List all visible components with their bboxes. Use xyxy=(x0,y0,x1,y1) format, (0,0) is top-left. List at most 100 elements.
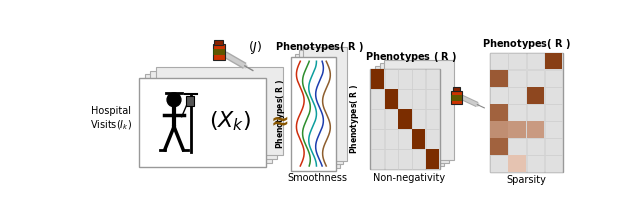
Bar xyxy=(399,69,412,89)
Circle shape xyxy=(167,93,181,107)
Bar xyxy=(385,69,397,89)
Bar xyxy=(399,109,412,129)
Bar xyxy=(451,90,462,104)
Bar xyxy=(380,63,449,163)
Bar xyxy=(375,66,444,166)
Bar xyxy=(545,138,563,155)
Bar xyxy=(426,129,439,149)
Bar xyxy=(527,121,544,138)
Bar xyxy=(527,104,544,121)
Bar xyxy=(545,104,563,121)
Bar xyxy=(412,69,426,89)
Bar xyxy=(508,70,526,87)
Bar xyxy=(508,121,526,138)
Bar xyxy=(490,138,508,155)
Bar xyxy=(371,149,384,169)
Bar xyxy=(385,149,397,169)
Bar xyxy=(490,70,508,87)
Bar xyxy=(490,121,508,138)
Bar xyxy=(508,121,526,138)
Bar xyxy=(399,109,412,129)
Bar xyxy=(490,121,508,138)
Bar xyxy=(385,129,397,149)
Bar xyxy=(412,89,426,109)
Text: $(J)$: $(J)$ xyxy=(248,39,262,56)
Bar xyxy=(490,155,508,172)
Bar xyxy=(545,87,563,104)
Bar xyxy=(508,53,526,69)
Bar xyxy=(399,129,412,149)
Bar xyxy=(490,53,563,172)
Bar xyxy=(371,129,384,149)
Bar xyxy=(508,155,526,172)
Text: Hospital
Visits($I_k$): Hospital Visits($I_k$) xyxy=(90,106,132,132)
Bar xyxy=(156,67,283,155)
Bar xyxy=(412,129,426,149)
Bar xyxy=(545,121,563,138)
Bar xyxy=(214,41,223,45)
Text: Phenotypes( $\mathbf{R}$ ): Phenotypes( $\mathbf{R}$ ) xyxy=(348,84,362,154)
Bar xyxy=(371,89,384,109)
Bar xyxy=(527,155,544,172)
Bar xyxy=(452,87,460,91)
Bar xyxy=(303,47,348,161)
Text: $(X_k)$: $(X_k)$ xyxy=(209,110,252,133)
Bar xyxy=(426,149,439,169)
Bar xyxy=(145,74,272,163)
Bar xyxy=(451,95,462,101)
Bar xyxy=(371,69,384,89)
Bar xyxy=(508,104,526,121)
Bar xyxy=(385,89,397,109)
Bar xyxy=(186,96,194,106)
Bar xyxy=(412,149,426,169)
Bar xyxy=(385,89,397,109)
Bar xyxy=(490,87,508,104)
Bar xyxy=(371,69,384,89)
Bar xyxy=(527,53,544,69)
Bar xyxy=(508,155,526,172)
Bar xyxy=(545,70,563,87)
Text: ≈: ≈ xyxy=(271,111,289,131)
Text: Phenotypes( $\mathbf{R}$ ): Phenotypes( $\mathbf{R}$ ) xyxy=(275,40,364,54)
Bar xyxy=(426,149,439,169)
Bar xyxy=(299,51,344,164)
Bar xyxy=(399,89,412,109)
Bar xyxy=(527,87,544,104)
Bar xyxy=(527,87,544,104)
Bar xyxy=(426,69,439,89)
Text: Non-negativity: Non-negativity xyxy=(372,173,445,183)
Bar xyxy=(508,138,526,155)
Bar xyxy=(140,78,266,167)
Bar xyxy=(371,69,440,169)
Bar xyxy=(212,49,225,55)
Bar xyxy=(490,104,508,121)
Bar xyxy=(291,57,336,171)
Bar xyxy=(527,70,544,87)
Bar xyxy=(490,138,508,155)
Text: Smoothness: Smoothness xyxy=(287,173,348,183)
Bar xyxy=(384,60,454,160)
Bar xyxy=(371,109,384,129)
Bar xyxy=(412,129,426,149)
Bar xyxy=(399,149,412,169)
Bar xyxy=(490,53,508,69)
Bar xyxy=(490,104,508,121)
Bar xyxy=(295,54,340,168)
Bar xyxy=(545,53,563,69)
Text: Sparsity: Sparsity xyxy=(506,175,546,185)
Bar xyxy=(385,109,397,129)
Bar xyxy=(508,87,526,104)
Bar xyxy=(527,138,544,155)
Bar xyxy=(426,89,439,109)
Bar xyxy=(212,44,225,60)
Text: Phenotypes( $\mathbf{R}$ ): Phenotypes( $\mathbf{R}$ ) xyxy=(274,79,287,149)
Bar xyxy=(527,121,544,138)
Bar xyxy=(545,155,563,172)
Bar xyxy=(490,70,508,87)
Bar xyxy=(412,109,426,129)
Text: Phenotypes ( $\mathbf{R}$ ): Phenotypes ( $\mathbf{R}$ ) xyxy=(365,50,458,64)
Bar xyxy=(426,109,439,129)
Bar xyxy=(150,70,277,159)
Text: Phenotypes( $\mathbf{R}$ ): Phenotypes( $\mathbf{R}$ ) xyxy=(482,37,571,51)
Bar xyxy=(545,53,563,69)
